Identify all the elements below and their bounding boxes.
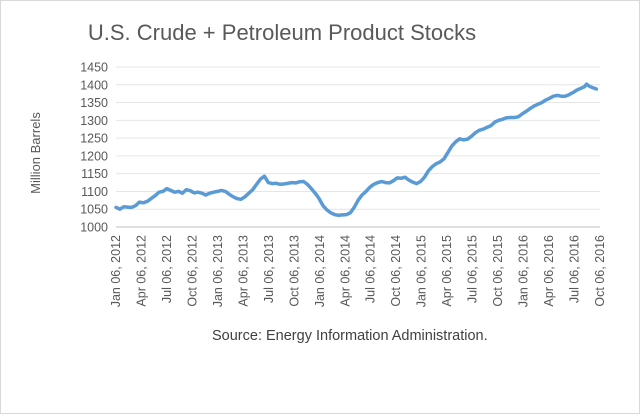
x-tick-label: Oct 06, 2015: [491, 235, 505, 307]
x-tick-label: Jul 06, 2013: [262, 235, 276, 303]
x-tick-label: Jul 06, 2016: [568, 235, 582, 303]
y-tick-label: 1250: [80, 132, 108, 146]
x-tick-label: Apr 06, 2013: [236, 235, 250, 307]
x-tick-label: Jan 06, 2015: [415, 235, 429, 307]
x-tick-label: Oct 06, 2013: [287, 235, 301, 307]
y-tick-label: 1450: [80, 61, 108, 75]
y-tick-label: 1400: [80, 78, 108, 92]
x-tick-label: Apr 06, 2015: [440, 235, 454, 307]
y-tick-label: 1300: [80, 114, 108, 128]
x-tick-label: Jul 06, 2014: [364, 235, 378, 303]
x-tick-label: Jan 06, 2012: [109, 235, 123, 307]
x-tick-label: Oct 06, 2012: [185, 235, 199, 307]
x-tick-label: Apr 06, 2014: [338, 235, 352, 307]
x-tick-label: Jul 06, 2012: [160, 235, 174, 303]
x-tick-label: Jan 06, 2013: [211, 235, 225, 307]
y-tick-label: 1150: [81, 167, 108, 181]
y-tick-label: 1350: [80, 96, 108, 110]
y-tick-label: 1050: [80, 203, 108, 217]
series-line: [114, 82, 599, 218]
x-tick-label: Apr 06, 2016: [542, 235, 556, 307]
y-axis-label: Million Barrels: [28, 112, 43, 194]
series-group: [114, 82, 599, 218]
x-tick-label: Oct 06, 2016: [593, 235, 607, 307]
x-tick-label: Jul 06, 2015: [466, 235, 480, 303]
chart-title: U.S. Crude + Petroleum Product Stocks: [0, 20, 640, 46]
x-tick-label: Jan 06, 2016: [517, 235, 531, 307]
y-tick-label: 1100: [81, 185, 108, 199]
x-tick-label: Jan 06, 2014: [313, 235, 327, 307]
y-tick-label: 1000: [80, 221, 108, 235]
y-tick-label: 1200: [80, 149, 108, 163]
x-tick-label: Apr 06, 2012: [134, 235, 148, 307]
source-note: Source: Energy Information Administratio…: [212, 328, 488, 344]
x-tick-label: Oct 06, 2014: [389, 235, 403, 307]
gridlines: [116, 66, 600, 228]
y-axis-ticks: 1000 1050 1100 1150 1200 1250 1300 1350 1400 1450: [80, 61, 108, 235]
x-axis-ticks: Jan 06, 2012 Apr 06, 2012 Jul 06, 2012 Oct …: [109, 235, 607, 307]
chart-title-text: U.S. Crude + Petroleum Product Stocks: [87, 20, 477, 45]
